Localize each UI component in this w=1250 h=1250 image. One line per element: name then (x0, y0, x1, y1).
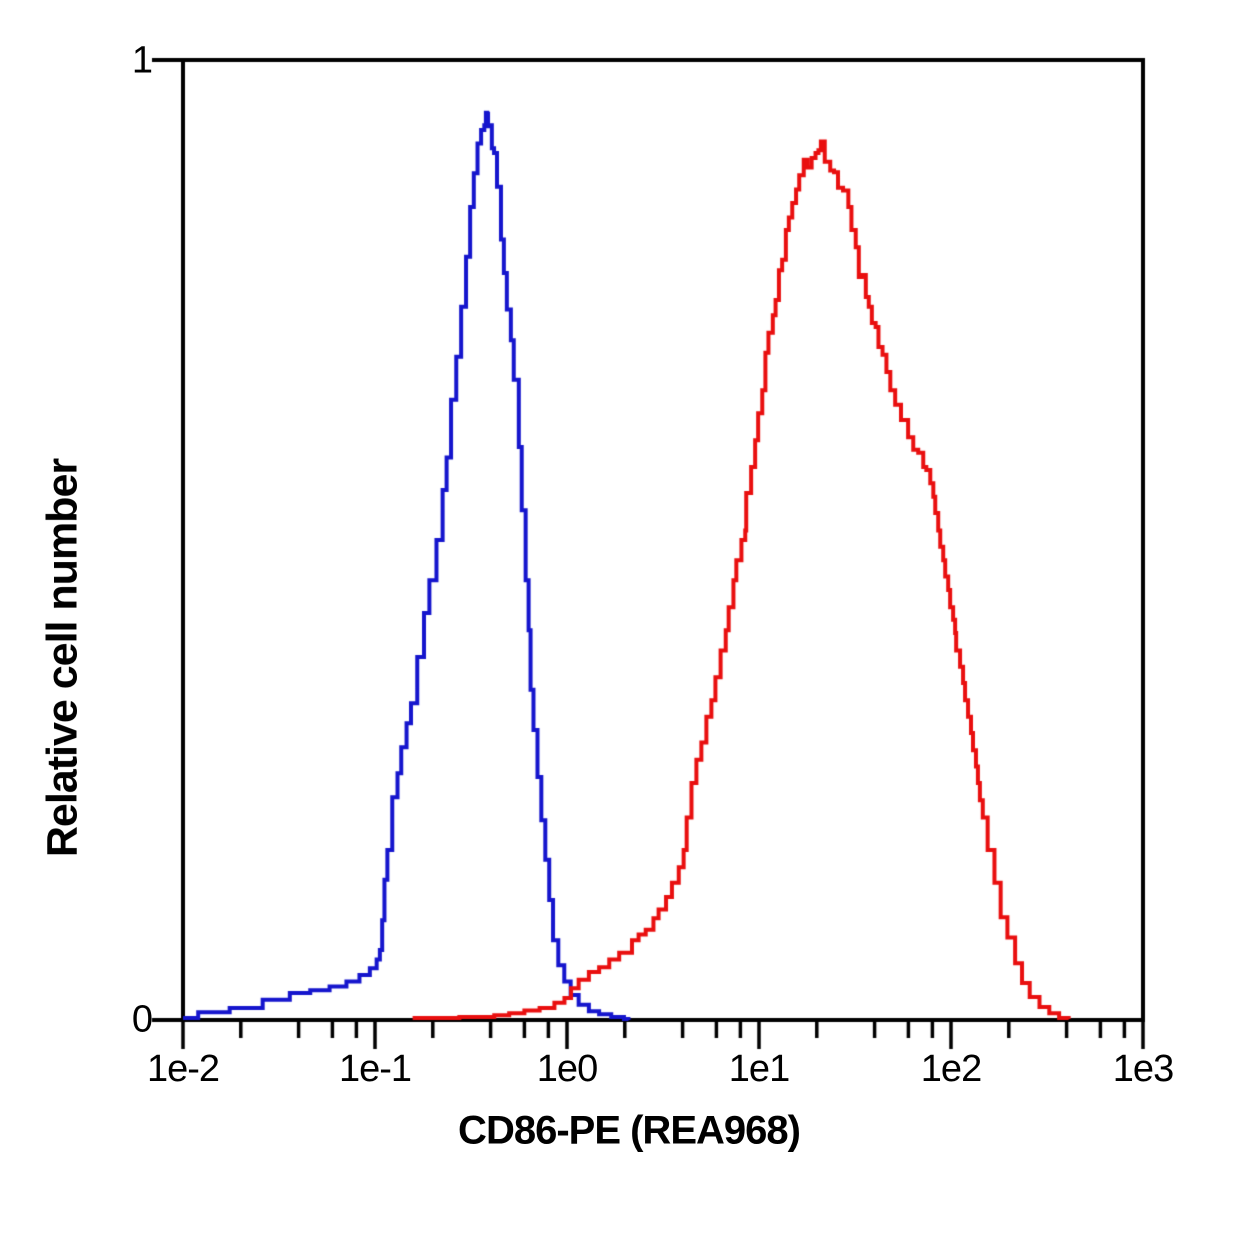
x-tick-label: 1e-1 (338, 1048, 412, 1090)
x-tick-label: 1e-2 (146, 1048, 220, 1090)
y-axis-title: Relative cell number (38, 458, 87, 858)
x-tick-label: 1e0 (536, 1048, 598, 1090)
y-tick-label-0: 0 (131, 998, 153, 1041)
y-tick-label-1: 1 (131, 39, 153, 82)
x-tick-label: 1e3 (1112, 1048, 1174, 1090)
x-axis-title: CD86-PE (REA968) (458, 1108, 801, 1153)
x-tick-label: 1e1 (728, 1048, 790, 1090)
x-tick-label: 1e2 (920, 1048, 982, 1090)
